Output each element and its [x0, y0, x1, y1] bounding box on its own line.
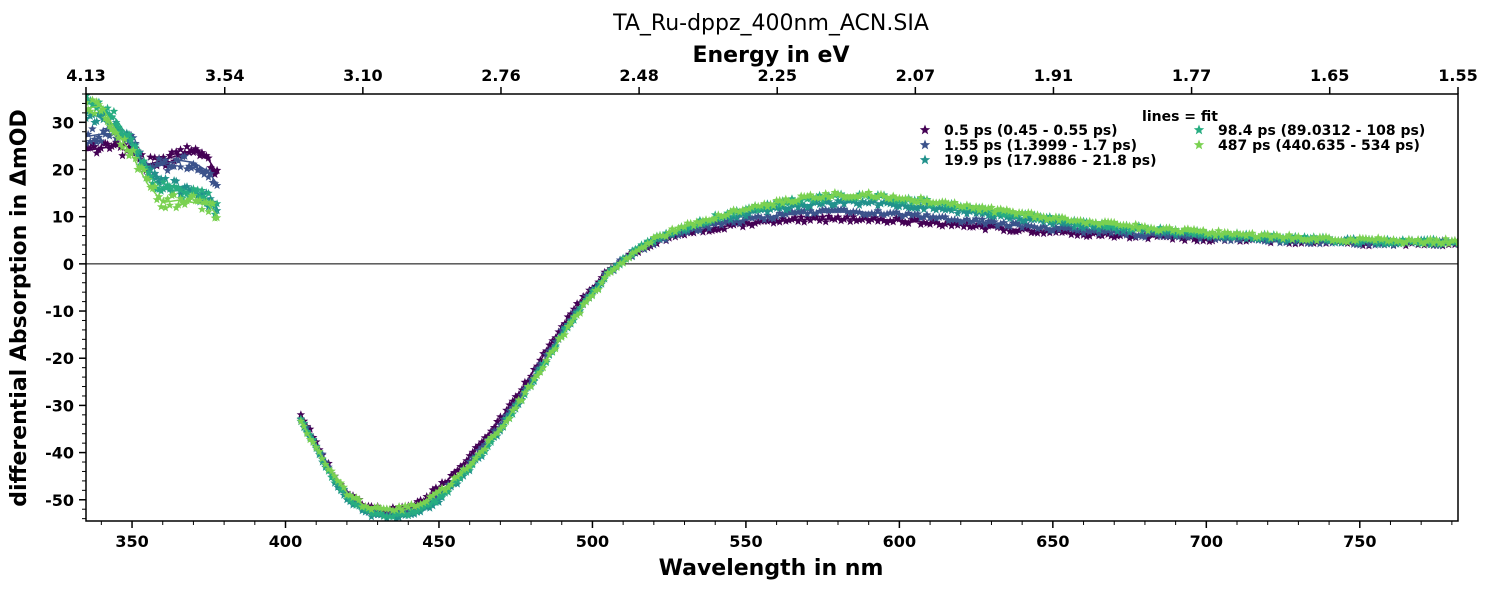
top-tick-label: 4.13	[66, 66, 105, 85]
top-tick-label: 1.65	[1310, 66, 1349, 85]
series-3-uv-fit	[86, 102, 219, 213]
top-tick-label: 1.91	[1034, 66, 1073, 85]
legend-marker-3	[1193, 124, 1205, 135]
series-3-uv-points	[86, 94, 222, 218]
legend-label-4: 487 ps (440.635 - 534 ps)	[1218, 138, 1420, 154]
top-tick-label: 3.54	[205, 66, 244, 85]
plot-frame	[85, 93, 1459, 522]
x-axis-label: Wavelength in nm	[659, 556, 884, 581]
series-0	[86, 137, 1458, 515]
series-1-uv-fit	[86, 133, 219, 187]
y-tick-label: 30	[52, 113, 74, 132]
legend: 0.5 ps (0.45 - 0.55 ps)1.55 ps (1.3999 -…	[919, 123, 1425, 169]
top-axis-label: Energy in eV	[692, 43, 849, 68]
series-4-vis-fit	[300, 194, 1458, 510]
x-tick-label: 400	[269, 532, 302, 551]
series-4-uv-points	[86, 95, 222, 222]
legend-title: lines = fit	[1142, 109, 1218, 125]
legend-label-2: 19.9 ps (17.9886 - 21.8 ps)	[944, 153, 1157, 169]
x-tick-label: 350	[115, 532, 148, 551]
y-tick-label: 20	[52, 160, 74, 179]
x-tick-label: 700	[1190, 532, 1223, 551]
y-tick-label: -20	[45, 349, 74, 368]
x-tick-label: 600	[883, 532, 916, 551]
legend-marker-2	[919, 154, 931, 165]
x-tick-label: 450	[422, 532, 455, 551]
legend-marker-1	[919, 139, 931, 150]
legend-label-0: 0.5 ps (0.45 - 0.55 ps)	[944, 123, 1118, 139]
series-0-uv-fit	[86, 145, 219, 175]
series-layer	[86, 94, 1458, 521]
series-2-vis-fit	[300, 201, 1458, 519]
x-tick-label: 500	[576, 532, 609, 551]
chart-title: TA_Ru-dppz_400nm_ACN.SIA	[612, 11, 929, 36]
legend-label-1: 1.55 ps (1.3999 - 1.7 ps)	[944, 138, 1137, 154]
top-tick-label: 1.55	[1438, 66, 1477, 85]
series-1-vis-fit	[300, 211, 1458, 515]
y-tick-label: -50	[45, 491, 74, 510]
x-tick-label: 550	[729, 532, 762, 551]
series-3	[86, 94, 1458, 521]
top-tick-label: 2.25	[757, 66, 796, 85]
y-tick-label: 0	[63, 255, 74, 274]
top-tick-label: 3.10	[343, 66, 382, 85]
legend-marker-4	[1193, 139, 1205, 150]
legend-label-3: 98.4 ps (89.0312 - 108 ps)	[1218, 123, 1425, 139]
legend-marker-0	[919, 124, 931, 135]
top-tick-label: 2.76	[481, 66, 520, 85]
top-tick-label: 1.77	[1172, 66, 1211, 85]
y-tick-label: 10	[52, 208, 74, 227]
top-tick-label: 2.07	[896, 66, 935, 85]
series-1	[86, 123, 1458, 520]
y-axis-label: differential Absorption in ΔmOD	[7, 109, 32, 506]
top-tick-label: 2.48	[619, 66, 658, 85]
x-tick-label: 650	[1036, 532, 1069, 551]
series-4-uv-fit	[86, 104, 219, 218]
y-tick-label: -40	[45, 444, 74, 463]
series-4	[86, 95, 1458, 515]
y-tick-label: -10	[45, 302, 74, 321]
y-tick-label: -30	[45, 396, 74, 415]
series-2	[86, 107, 1458, 521]
axes-layer: 350 400 450 500 550 600 650 700 750 30 20 10 0 -10 -20…	[45, 66, 1478, 551]
x-tick-label: 750	[1343, 532, 1376, 551]
